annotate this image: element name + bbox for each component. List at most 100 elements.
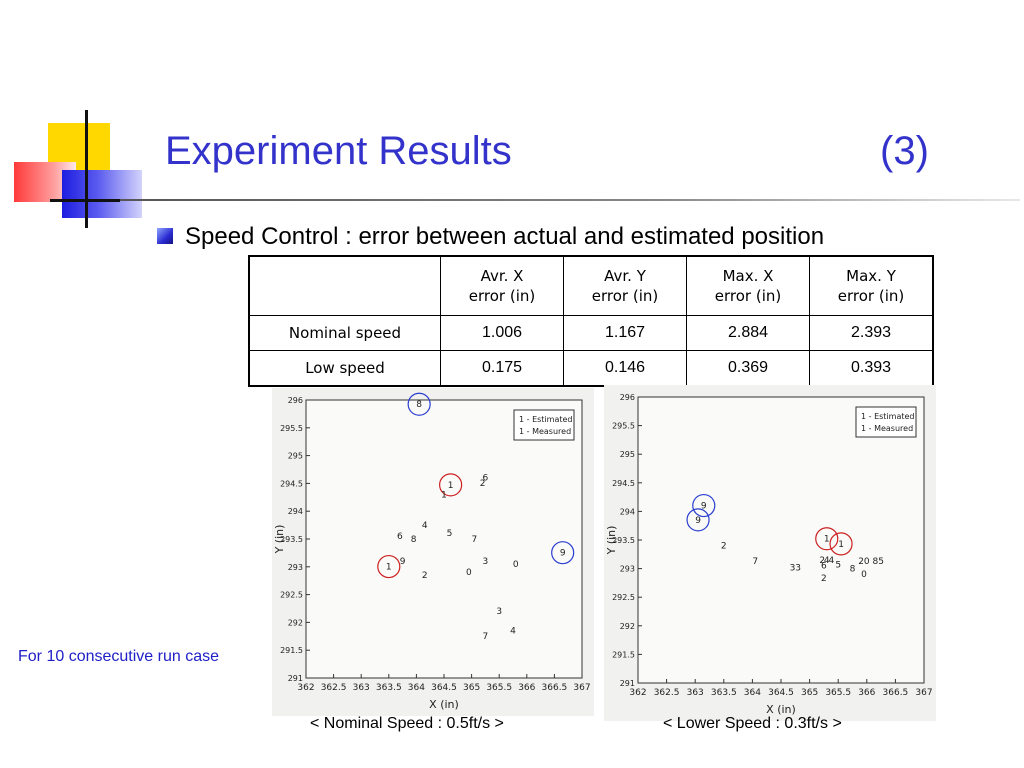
- y-tick-label: 292.5: [612, 593, 635, 602]
- x-tick-label: 364.5: [431, 683, 457, 693]
- data-point-label: 1: [441, 490, 447, 500]
- data-point-label: 6: [821, 562, 827, 572]
- y-tick-label: 292: [620, 622, 635, 631]
- data-point-label: 0: [864, 557, 870, 567]
- y-tick-label: 293.5: [612, 536, 635, 545]
- data-point-label: 6: [483, 474, 489, 484]
- y-tick-label: 295: [620, 450, 635, 459]
- estimated-marker-circle: [439, 473, 463, 497]
- x-tick-label: 366.5: [883, 688, 909, 698]
- y-tick-label: 296: [620, 393, 635, 402]
- data-point-label: 1: [386, 563, 392, 573]
- data-point-label: 7: [471, 535, 477, 545]
- estimated-marker-circle: [377, 554, 401, 579]
- data-point-label: 8: [850, 564, 856, 574]
- data-point-label: 0: [861, 570, 867, 580]
- data-point-label: 8: [873, 557, 879, 567]
- data-point-label: 6: [397, 532, 403, 542]
- y-tick-label: 292.5: [280, 591, 303, 600]
- legend-box: [513, 409, 575, 441]
- data-point-label: 5: [878, 557, 884, 567]
- data-point-label: 0: [466, 568, 472, 578]
- table-cell: 0.146: [563, 350, 687, 387]
- x-tick-label: 364: [744, 688, 761, 698]
- x-tick-label: 362.5: [321, 683, 347, 693]
- data-point-label: 4: [824, 556, 830, 566]
- title-underline: [120, 199, 1020, 201]
- data-point-label: 1: [838, 540, 844, 550]
- y-tick-label: 291.5: [612, 650, 635, 659]
- decor-blue-bar: [62, 170, 142, 218]
- nominal-speed-scatter-plot: 362 362.5 363 363.5 364 364.5 365 365.5 366 366.5…: [272, 388, 594, 716]
- measured-marker-circle: [692, 493, 716, 518]
- legend-box: [855, 406, 917, 438]
- x-tick-label: 363.5: [376, 683, 402, 693]
- table-header-cell: [248, 255, 441, 316]
- data-point-label: 2: [422, 571, 428, 581]
- legend-entry: 1 - Estimated: [861, 412, 914, 421]
- y-tick-label: 295.5: [280, 424, 303, 433]
- y-axis-label: Y (in): [273, 525, 286, 555]
- data-point-label: 3: [496, 607, 502, 617]
- estimated-marker-circle: [815, 527, 839, 551]
- measured-marker-circle: [551, 541, 575, 565]
- data-point-label: 0: [513, 560, 519, 570]
- x-tick-label: 367: [573, 683, 590, 693]
- y-tick-label: 292: [288, 618, 303, 627]
- plot-frame: [637, 396, 925, 684]
- table-cell: 1.167: [563, 315, 687, 351]
- data-point-label: 9: [695, 516, 701, 526]
- data-point-label: 1: [824, 535, 830, 545]
- data-point-label: 5: [447, 529, 453, 539]
- x-tick-label: 362.5: [654, 688, 680, 698]
- data-point-label: 4: [422, 521, 428, 531]
- data-point-label: 4: [510, 627, 516, 637]
- table-row-label: Low speed: [248, 350, 441, 387]
- data-point-label: 5: [835, 560, 841, 570]
- x-tick-label: 362: [297, 683, 314, 693]
- y-tick-label: 296: [288, 396, 303, 405]
- table-cell: 1.006: [440, 315, 564, 351]
- y-tick-label: 291.5: [280, 646, 303, 655]
- x-axis-label: X (in): [766, 703, 796, 716]
- measured-marker-circle: [407, 392, 431, 416]
- slide-title-number: (3): [880, 129, 929, 173]
- y-tick-label: 293: [288, 563, 303, 572]
- table-cell: 0.369: [686, 350, 810, 387]
- y-tick-label: 295.5: [612, 422, 635, 431]
- y-tick-label: 293: [620, 565, 635, 574]
- y-axis-label: Y (in): [605, 526, 618, 556]
- x-tick-label: 365: [463, 683, 480, 693]
- data-point-label: 3: [483, 557, 489, 567]
- x-axis-label: X (in): [429, 698, 459, 711]
- y-tick-label: 291: [288, 674, 303, 683]
- data-point-label: 1: [448, 481, 454, 491]
- x-tick-label: 365.5: [486, 683, 512, 693]
- plot-frame: [305, 399, 583, 679]
- nominal-speed-caption: < Nominal Speed : 0.5ft/s >: [310, 715, 504, 732]
- y-tick-label: 294.5: [280, 479, 303, 488]
- table-row: Low speed 0.175 0.146 0.369 0.393: [248, 350, 934, 387]
- data-point-label: 2: [721, 542, 727, 552]
- legend-entry: 1 - Estimated: [519, 415, 572, 424]
- x-tick-label: 363: [687, 688, 704, 698]
- y-tick-label: 294: [620, 507, 635, 516]
- table-cell: 2.884: [686, 315, 810, 351]
- lower-speed-scatter-plot: 362 362.5 363 363.5 364 364.5 365 365.5 366 366.5…: [604, 385, 936, 721]
- data-point-label: 9: [701, 502, 707, 512]
- table-cell: 0.175: [440, 350, 564, 387]
- measured-marker-circle: [686, 508, 710, 532]
- lower-speed-caption: < Lower Speed : 0.3ft/s >: [663, 715, 842, 732]
- data-point-label: 3: [790, 563, 796, 573]
- y-tick-label: 291: [620, 679, 635, 688]
- legend-entry: 1 - Measured: [861, 424, 913, 433]
- table-row: Nominal speed 1.006 1.167 2.884 2.393: [248, 315, 934, 351]
- decor-vertical-line: [85, 110, 88, 228]
- x-tick-label: 364.5: [768, 688, 794, 698]
- x-tick-label: 363.5: [711, 688, 737, 698]
- data-point-label: 7: [752, 557, 758, 567]
